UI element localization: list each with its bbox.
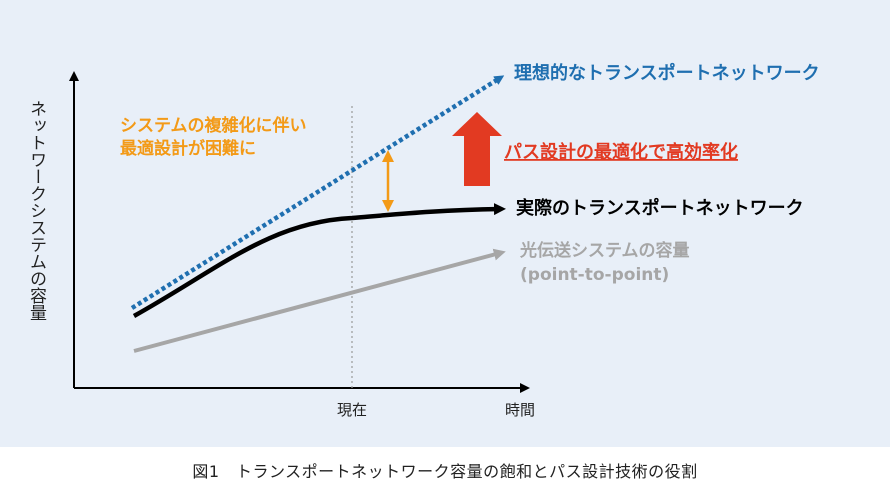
diagram-panel: ネットワークシステムの容量 現在 時間 理想的なトランスポートネットワーク 実際…	[0, 0, 890, 447]
complexity-note-line2: 最適設計が困難に	[120, 138, 256, 159]
complexity-note-line1: システムの複雑化に伴い	[120, 115, 307, 136]
actual-network-curve	[132, 203, 506, 318]
figure-caption: 図1 トランスポートネットワーク容量の飽和とパス設計技術の役割	[192, 462, 698, 481]
y-axis-label: ネットワークシステムの容量	[26, 100, 47, 321]
optimization-up-arrow	[452, 112, 502, 186]
optimization-note: パス設計の最適化で高効率化	[504, 141, 738, 163]
now-tick-label: 現在	[337, 401, 367, 419]
optical-capacity-label: 光伝送システムの容量	[519, 240, 690, 261]
ideal-network-label: 理想的なトランスポートネットワーク	[514, 62, 820, 84]
optical-capacity-line	[133, 248, 506, 353]
gap-double-arrow	[382, 150, 394, 212]
optical-capacity-sublabel: (point-to-point)	[520, 265, 669, 285]
actual-network-label: 実際のトランスポートネットワーク	[516, 197, 804, 219]
diagram-svg: ネットワークシステムの容量 現在 時間 理想的なトランスポートネットワーク 実際…	[26, 62, 820, 419]
ideal-network-line	[130, 75, 505, 310]
x-axis-label: 時間	[505, 401, 535, 419]
